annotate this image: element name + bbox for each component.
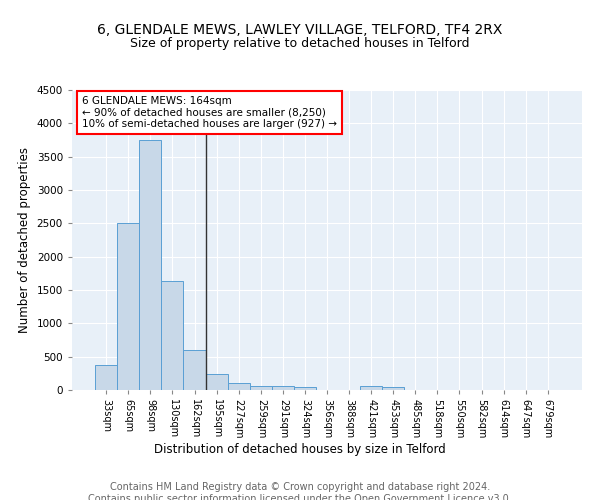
Bar: [206, 374, 227, 390]
Bar: [250, 386, 272, 390]
Text: 6, GLENDALE MEWS, LAWLEY VILLAGE, TELFORD, TF4 2RX: 6, GLENDALE MEWS, LAWLEY VILLAGE, TELFOR…: [97, 22, 503, 36]
Bar: [382, 386, 404, 390]
Bar: [95, 366, 117, 390]
Bar: [227, 382, 250, 390]
Bar: [294, 387, 316, 390]
Y-axis label: Number of detached properties: Number of detached properties: [18, 147, 31, 333]
Text: 6 GLENDALE MEWS: 164sqm
← 90% of detached houses are smaller (8,250)
10% of semi: 6 GLENDALE MEWS: 164sqm ← 90% of detache…: [82, 96, 337, 129]
Bar: [139, 140, 161, 390]
Bar: [184, 350, 206, 390]
Text: Contains HM Land Registry data © Crown copyright and database right 2024.
Contai: Contains HM Land Registry data © Crown c…: [88, 482, 512, 500]
Text: Size of property relative to detached houses in Telford: Size of property relative to detached ho…: [130, 38, 470, 51]
Bar: [117, 224, 139, 390]
Bar: [272, 386, 294, 390]
Text: Distribution of detached houses by size in Telford: Distribution of detached houses by size …: [154, 442, 446, 456]
Bar: [161, 282, 184, 390]
Bar: [360, 386, 382, 390]
